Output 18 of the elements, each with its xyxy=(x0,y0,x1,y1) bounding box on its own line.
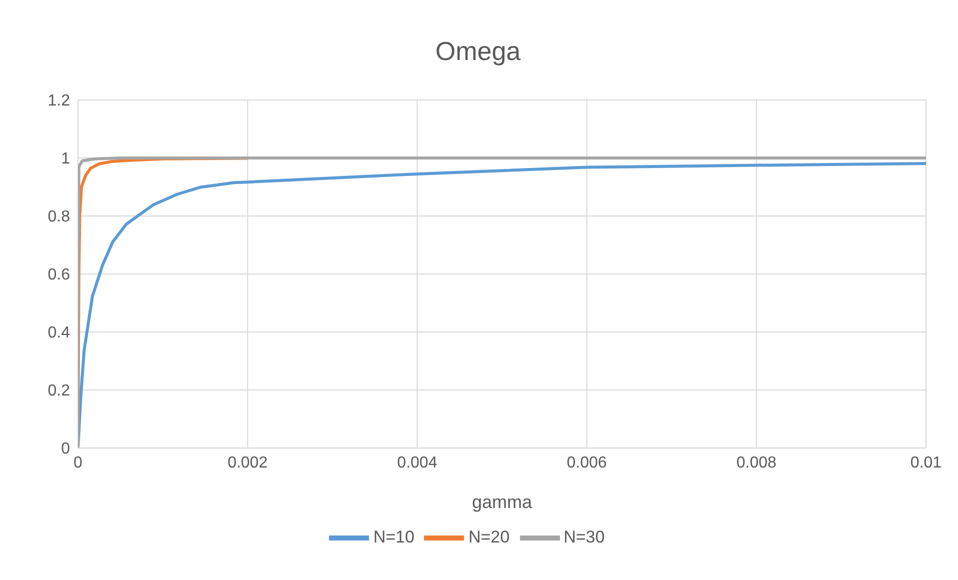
chart-title: Omega xyxy=(434,35,522,68)
legend-label: N=10 xyxy=(373,527,414,546)
x-tick-label: 0.01 xyxy=(910,454,942,472)
y-tick-label: 0.8 xyxy=(48,208,70,226)
x-tick-label: 0 xyxy=(74,454,83,472)
legend-label: N=20 xyxy=(468,527,510,546)
y-tick-label: 1.2 xyxy=(48,92,70,110)
legend-label: N=30 xyxy=(564,527,605,546)
y-tick-label: 0 xyxy=(61,440,70,458)
y-tick-label: 1 xyxy=(61,150,70,168)
y-tick-label: 0.4 xyxy=(48,324,70,342)
x-tick-label: 0.006 xyxy=(566,454,607,472)
y-tick-label: 0.6 xyxy=(48,266,70,284)
x-axis-title: gamma xyxy=(472,492,533,512)
x-tick-label: 0.008 xyxy=(736,454,777,472)
y-tick-label: 0.2 xyxy=(48,382,70,400)
x-tick-label: 0.004 xyxy=(397,454,438,472)
x-tick-label: 0.002 xyxy=(228,454,268,472)
